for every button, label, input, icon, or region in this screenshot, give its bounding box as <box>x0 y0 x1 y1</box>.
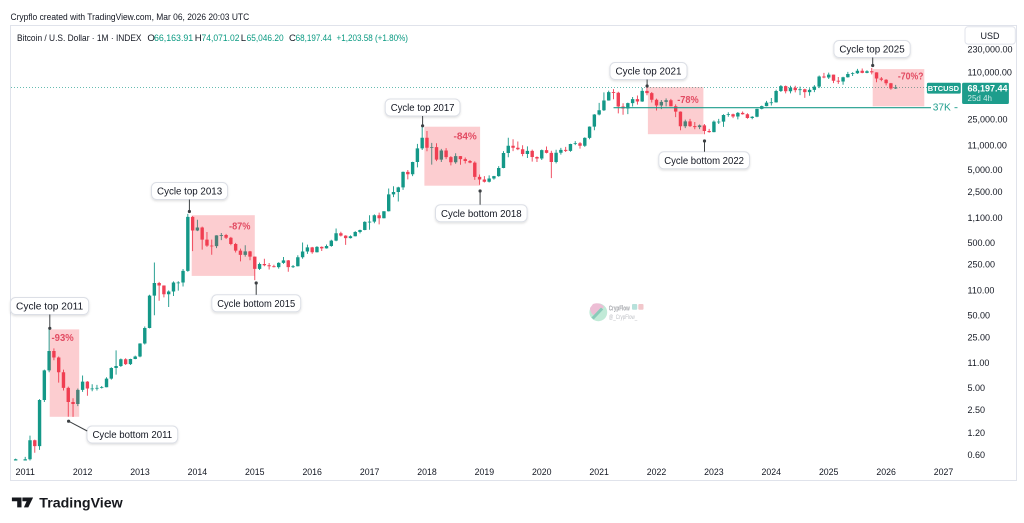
svg-text:Crypflo created with TradingVi: Crypflo created with TradingView.com, Ma… <box>11 12 250 22</box>
svg-text:H: H <box>195 33 202 44</box>
svg-text:2017: 2017 <box>360 467 380 477</box>
svg-text:USD: USD <box>980 31 1000 41</box>
svg-text:0.60: 0.60 <box>968 450 986 460</box>
svg-text:Cycle bottom 2022: Cycle bottom 2022 <box>664 156 744 167</box>
svg-text:37K: 37K <box>933 102 951 114</box>
svg-text:2014: 2014 <box>188 467 208 477</box>
svg-text:-93%: -93% <box>52 333 74 344</box>
svg-text:2024: 2024 <box>762 467 782 477</box>
svg-text:-78%: -78% <box>677 95 699 106</box>
svg-text:110.00: 110.00 <box>968 286 995 296</box>
svg-text:2011: 2011 <box>15 467 35 477</box>
svg-text:CrypFlow: CrypFlow <box>609 306 630 313</box>
svg-text:110,000.00: 110,000.00 <box>968 68 1012 78</box>
svg-text:Cycle top 2013: Cycle top 2013 <box>157 187 222 198</box>
svg-text:@_CrypFlow_: @_CrypFlow_ <box>609 314 638 321</box>
svg-text:2027: 2027 <box>934 467 954 477</box>
svg-text:2025: 2025 <box>819 467 839 477</box>
svg-text:2019: 2019 <box>475 467 495 477</box>
svg-text:Cycle top 2025: Cycle top 2025 <box>839 45 905 56</box>
svg-text:2022: 2022 <box>647 467 667 477</box>
svg-text:2021: 2021 <box>589 467 609 477</box>
svg-text:Cycle top 2011: Cycle top 2011 <box>16 302 83 313</box>
svg-text:11.00: 11.00 <box>968 358 990 368</box>
svg-text:Cycle bottom 2018: Cycle bottom 2018 <box>441 209 522 220</box>
svg-text:TradingView: TradingView <box>39 495 123 511</box>
svg-text:2023: 2023 <box>704 467 724 477</box>
svg-text:+1,203.58 (+1.80%): +1,203.58 (+1.80%) <box>337 33 409 44</box>
svg-text:25,000.00: 25,000.00 <box>968 114 1008 124</box>
svg-text:11,000.00: 11,000.00 <box>968 140 1007 150</box>
svg-text:25d 4h: 25d 4h <box>968 94 992 103</box>
svg-text:-87%: -87% <box>229 222 251 233</box>
svg-text:2015: 2015 <box>245 467 265 477</box>
svg-text:25.00: 25.00 <box>968 332 991 342</box>
svg-text:2013: 2013 <box>130 467 150 477</box>
svg-text:66,163.91: 66,163.91 <box>154 33 193 44</box>
svg-text:2.50: 2.50 <box>968 405 986 415</box>
svg-text:Cycle top 2017: Cycle top 2017 <box>391 103 455 114</box>
svg-text:5.00: 5.00 <box>968 383 986 393</box>
svg-text:2016: 2016 <box>302 467 322 477</box>
svg-text:65,046.20: 65,046.20 <box>247 33 284 44</box>
svg-text:2012: 2012 <box>73 467 93 477</box>
svg-text:230,000.00: 230,000.00 <box>968 44 1013 54</box>
svg-text:500.00: 500.00 <box>968 238 996 248</box>
svg-text:Cycle bottom 2011: Cycle bottom 2011 <box>92 430 172 441</box>
svg-text:2026: 2026 <box>876 467 896 477</box>
svg-text:68,197.44: 68,197.44 <box>296 33 333 44</box>
svg-text:74,071.02: 74,071.02 <box>202 33 240 44</box>
svg-text:Cycle bottom 2015: Cycle bottom 2015 <box>217 299 295 310</box>
svg-text:2020: 2020 <box>532 467 552 477</box>
svg-text:Cycle top 2021: Cycle top 2021 <box>616 67 682 78</box>
svg-text:1.20: 1.20 <box>968 428 986 438</box>
svg-text:2018: 2018 <box>417 467 437 477</box>
svg-text:O: O <box>147 33 154 44</box>
svg-text:Bitcoin / U.S. Dollar · 1M · I: Bitcoin / U.S. Dollar · 1M · INDEX <box>17 33 142 44</box>
svg-text:-70%?: -70%? <box>898 72 924 83</box>
svg-text:C: C <box>289 33 296 44</box>
svg-text:250.00: 250.00 <box>968 260 996 270</box>
svg-text:L: L <box>241 33 247 44</box>
svg-text:5,000.00: 5,000.00 <box>968 165 1003 175</box>
svg-text:1,100.00: 1,100.00 <box>968 213 1003 223</box>
svg-text:50.00: 50.00 <box>968 310 991 320</box>
svg-text:-84%: -84% <box>454 132 477 143</box>
svg-text:BTCUSD: BTCUSD <box>928 84 960 93</box>
svg-text:68,197.44: 68,197.44 <box>968 84 1008 94</box>
svg-text:2,500.00: 2,500.00 <box>968 187 1003 197</box>
